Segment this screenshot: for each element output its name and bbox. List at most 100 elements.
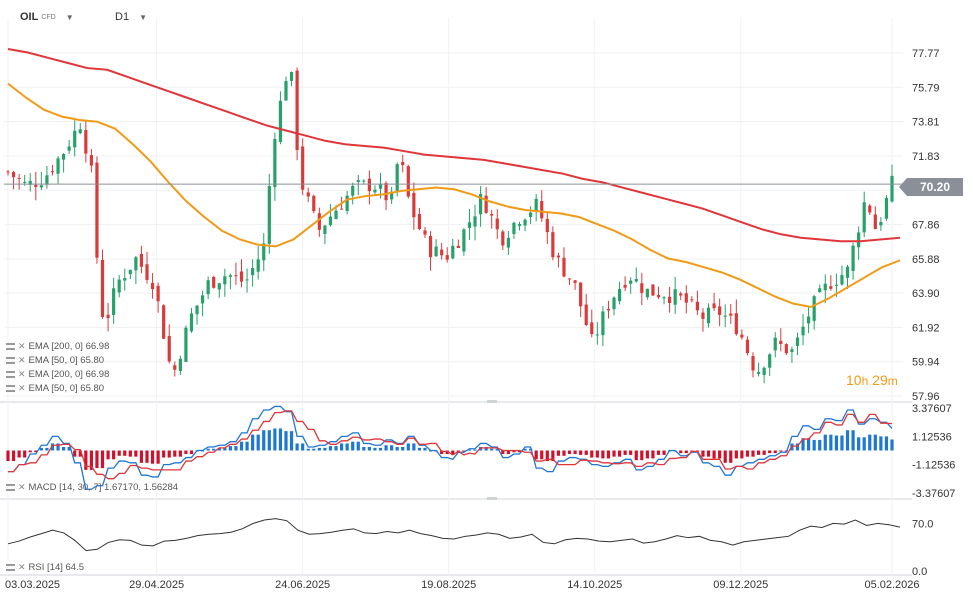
close-icon[interactable]: ✕ — [18, 482, 26, 492]
candle-body — [434, 246, 438, 257]
candle-body — [501, 231, 505, 246]
macd-histogram-bar — [834, 435, 839, 451]
rsi-tick-label: 70.0 — [912, 518, 933, 530]
close-icon[interactable]: ✕ — [18, 383, 26, 393]
macd-histogram-bar — [73, 450, 77, 457]
macd-histogram-bar — [89, 450, 93, 470]
settings-icon[interactable] — [6, 483, 15, 491]
candle-body — [807, 316, 811, 324]
macd-histogram-bar — [857, 437, 861, 451]
settings-icon[interactable] — [6, 370, 15, 378]
candle-body — [345, 195, 349, 211]
symbol-selector[interactable]: OIL CFD ▼ — [20, 11, 74, 23]
candle-body — [706, 307, 711, 324]
candle-body — [11, 172, 16, 178]
close-icon[interactable]: ✕ — [18, 369, 26, 379]
candle-body — [884, 197, 889, 219]
macd-histogram-bar — [162, 450, 166, 458]
settings-icon[interactable] — [6, 356, 15, 364]
candle-body — [150, 282, 155, 290]
candle-body — [579, 282, 583, 307]
candle-body — [378, 183, 383, 189]
date-tick-label: 09.12.2025 — [713, 579, 768, 591]
macd-histogram-bar — [150, 450, 155, 464]
macd-histogram-bar — [823, 434, 827, 451]
macd-histogram-bar — [184, 450, 188, 455]
candle-body — [695, 301, 700, 311]
candle-body — [128, 269, 132, 275]
candle-body — [823, 283, 827, 291]
macd-histogram-bar — [11, 450, 16, 462]
candle-body — [106, 314, 110, 319]
macd-histogram-bar — [306, 448, 310, 451]
indicator-legend-ema200-a[interactable]: ✕ EMA [200, 0] 66.98 — [6, 341, 109, 352]
instrument-type-label: CFD — [41, 13, 56, 21]
indicator-legend-macd[interactable]: ✕ MACD [14, 30, 7] 1.67170, 1.56284 — [6, 482, 178, 493]
candle-body — [640, 283, 644, 293]
indicator-legend-ema50-b[interactable]: ✕ EMA [50, 0] 65.80 — [6, 383, 104, 394]
candle-body — [351, 185, 355, 196]
macd-histogram-bar — [323, 447, 327, 451]
candle-body — [84, 130, 88, 154]
interval-selector[interactable]: D1 ▼ — [115, 11, 147, 23]
macd-histogram-bar — [50, 443, 55, 451]
candle-body — [145, 264, 149, 280]
indicator-legend-ema50-a[interactable]: ✕ EMA [50, 0] 65.80 — [6, 355, 104, 366]
rsi-line — [7, 518, 901, 552]
candle-body — [323, 225, 327, 234]
indicator-legend-rsi[interactable]: ✕ RSI [14] 64.5 — [6, 562, 84, 573]
price-tick-label: 67.86 — [912, 220, 940, 232]
candle-body — [718, 306, 722, 315]
macd-histogram-bar — [590, 450, 594, 458]
macd-histogram-bar — [339, 443, 344, 451]
macd-histogram-bar — [106, 450, 110, 460]
macd-histogram-bar — [228, 446, 232, 451]
settings-icon[interactable] — [6, 384, 15, 392]
close-icon[interactable]: ✕ — [18, 341, 26, 351]
macd-histogram-bar — [317, 447, 321, 451]
date-tick-label: 29.04.2025 — [129, 579, 184, 591]
candles-group — [6, 67, 894, 384]
macd-histogram-bar — [617, 450, 622, 457]
candle-body — [801, 326, 805, 336]
candle-body — [212, 276, 216, 288]
macd-line — [8, 405, 893, 490]
macd-histogram-bar — [573, 450, 577, 455]
chevron-down-icon: ▼ — [65, 13, 74, 22]
candle-body — [506, 237, 510, 248]
macd-histogram-bar — [112, 450, 116, 460]
candle-body — [61, 154, 66, 160]
close-icon[interactable]: ✕ — [18, 562, 26, 572]
macd-histogram-bar — [45, 447, 49, 451]
ema200-line — [7, 48, 901, 243]
macd-histogram-bar — [545, 450, 549, 462]
macd-histogram-bar — [701, 450, 705, 457]
indicator-legend-ema200-b[interactable]: ✕ EMA [200, 0] 66.98 — [6, 369, 109, 380]
macd-histogram-bar — [534, 450, 538, 460]
macd-histogram-bar — [768, 450, 772, 454]
macd-histogram-bar — [251, 434, 255, 451]
settings-icon[interactable] — [6, 563, 15, 571]
macd-histogram-bar — [395, 446, 399, 451]
indicator-label: EMA [200, 0] 66.98 — [28, 369, 110, 380]
candle-body — [112, 288, 116, 315]
macd-histogram-bar — [284, 431, 288, 451]
price-tick-label: 57.96 — [912, 391, 940, 403]
macd-histogram-bar — [890, 439, 894, 451]
settings-icon[interactable] — [6, 342, 15, 350]
macd-histogram-bar — [445, 450, 449, 455]
candle-body — [234, 275, 238, 277]
macd-histogram-bar — [356, 441, 360, 451]
macd-histogram-bar — [256, 434, 260, 451]
macd-histogram-bar — [551, 450, 555, 462]
price-tick-label: 73.81 — [912, 117, 940, 129]
price-tick-label: 71.83 — [912, 151, 940, 163]
candle-body — [890, 175, 894, 202]
candle-body — [312, 195, 316, 212]
close-icon[interactable]: ✕ — [18, 355, 26, 365]
macd-histogram-bar — [56, 443, 60, 451]
macd-histogram-bar — [167, 450, 171, 458]
candle-body — [556, 255, 561, 258]
candle-body — [662, 297, 666, 299]
